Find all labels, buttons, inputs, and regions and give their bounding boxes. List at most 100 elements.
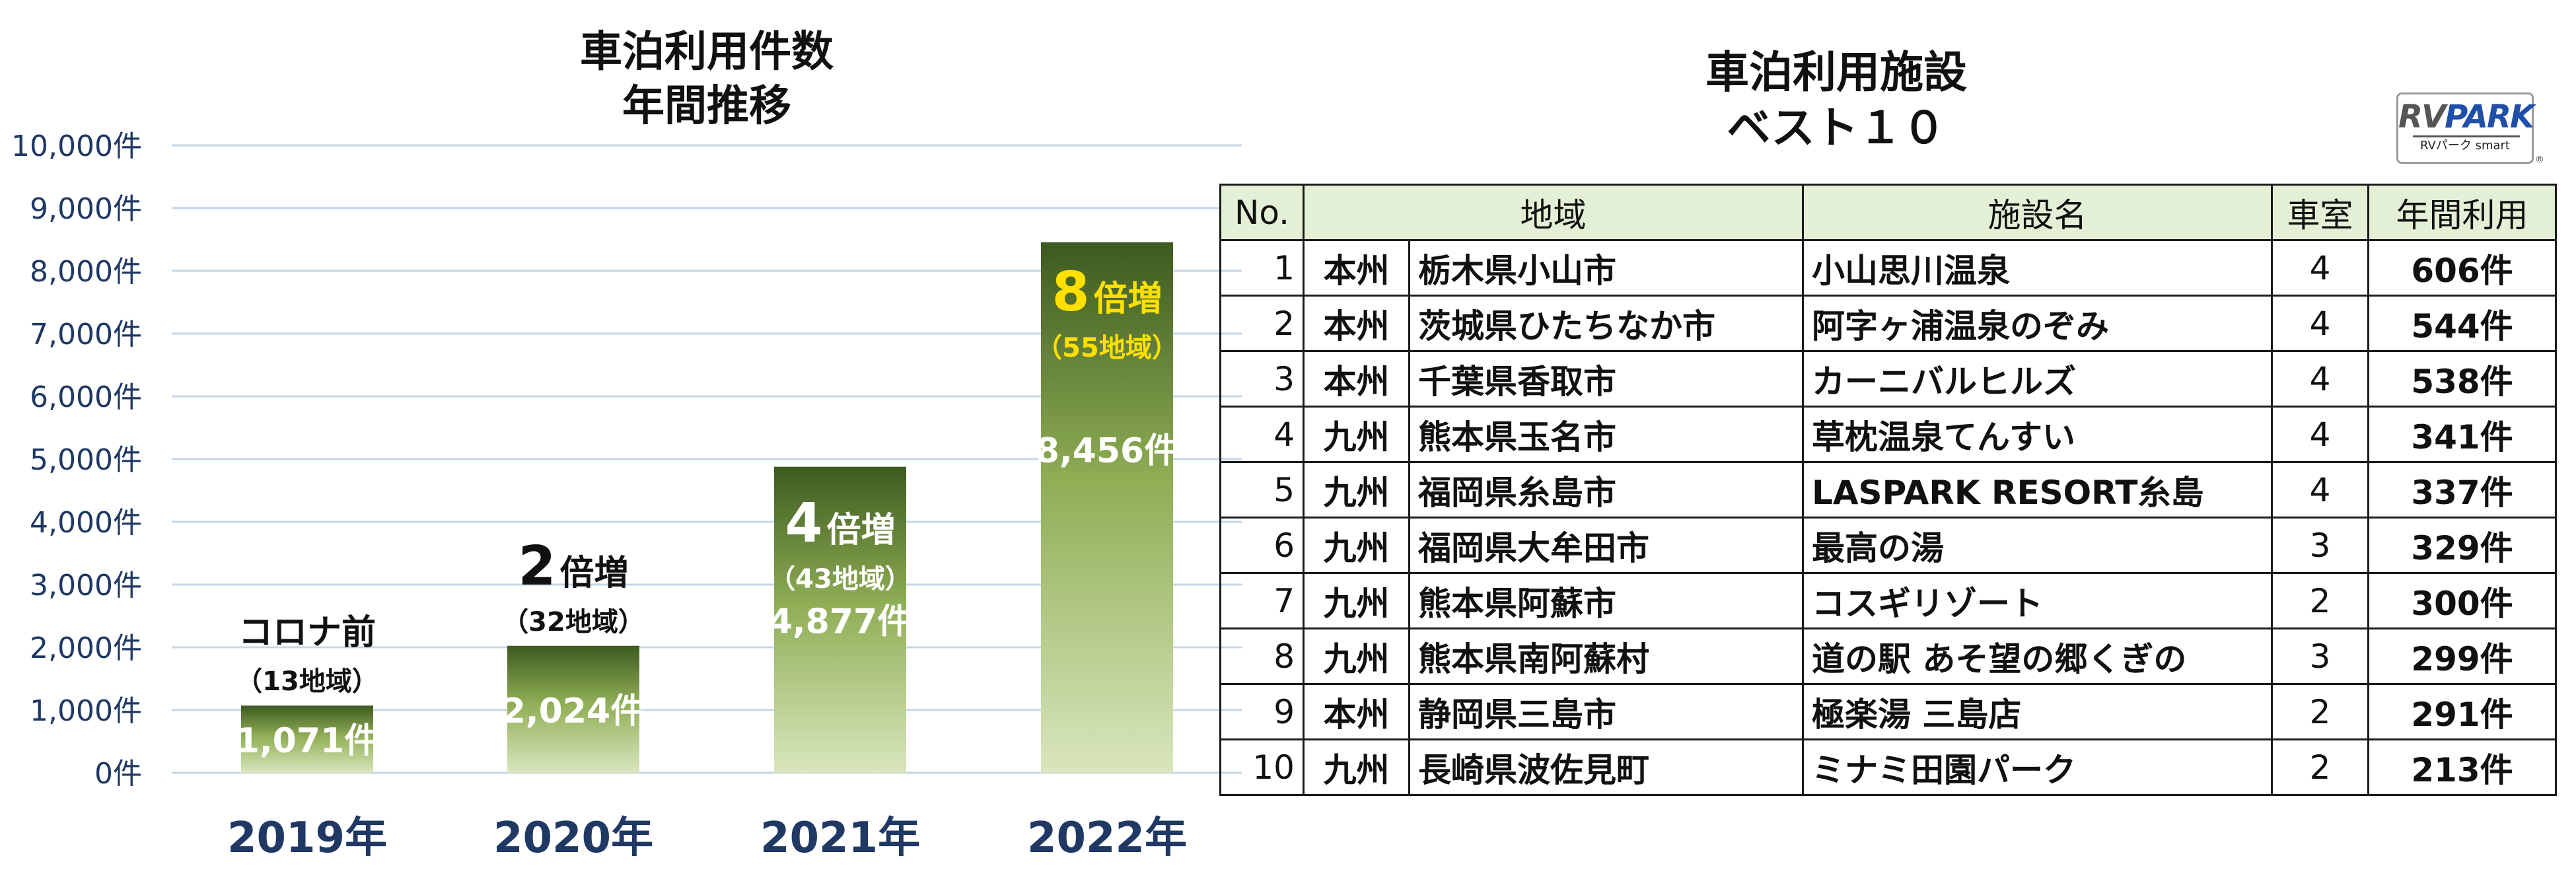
annotation-main: コロナ前 (238, 613, 376, 653)
row-city: 熊本県阿蘇市 (1408, 572, 1804, 629)
row-region: 九州 (1303, 517, 1410, 574)
data-label: 1,071件 (236, 721, 378, 761)
bar (241, 705, 373, 773)
annotation-main: 4 倍増 (785, 492, 895, 555)
row-city: 熊本県玉名市 (1408, 406, 1804, 463)
row-no: 6 (1219, 517, 1305, 574)
table-title-line-2: ベスト１０ (1727, 102, 1946, 153)
row-facility: 小山思川温泉 (1802, 239, 2273, 297)
y-tick-label: 6,000件 (30, 380, 142, 414)
row-facility: 道の駅 あそ望の郷くぎの (1802, 627, 2273, 685)
y-tick-label: 1,000件 (30, 694, 142, 728)
y-tick-label: 8,000件 (30, 255, 142, 289)
row-region: 本州 (1303, 295, 1410, 352)
row-rooms: 2 (2271, 738, 2369, 796)
table-header-row: No. 地域 施設名 車室 年間利用 (1219, 184, 2557, 241)
row-city: 福岡県大牟田市 (1408, 517, 1804, 574)
row-annual-use: 606件 (2367, 239, 2557, 297)
table-title-line-1: 車泊利用施設 (1705, 47, 1967, 98)
row-city: 福岡県糸島市 (1408, 461, 1804, 519)
y-tick-label: 0件 (94, 757, 142, 791)
x-tick-label: 2022年 (1027, 814, 1187, 863)
row-no: 4 (1219, 406, 1305, 463)
row-region: 本州 (1303, 350, 1410, 408)
bar (507, 645, 639, 773)
row-region: 九州 (1303, 572, 1410, 629)
row-no: 10 (1219, 738, 1305, 796)
y-tick-label: 7,000件 (30, 318, 142, 351)
row-rooms: 4 (2271, 406, 2369, 463)
row-annual-use: 341件 (2367, 406, 2557, 463)
row-no: 3 (1219, 350, 1305, 408)
row-rooms: 4 (2271, 295, 2369, 352)
chart-title-line-2: 年間推移 (622, 82, 791, 131)
row-city: 千葉県香取市 (1408, 350, 1804, 408)
row-annual-use: 538件 (2367, 350, 2557, 408)
table-row: 5 九州 福岡県糸島市 LASPARK RESORT糸島 4 337件 (1219, 461, 2557, 519)
y-tick-label: 5,000件 (30, 443, 142, 477)
table-row: 7 九州 熊本県阿蘇市 コスギリゾート 2 300件 (1219, 572, 2557, 629)
row-facility: コスギリゾート (1802, 572, 2273, 629)
row-annual-use: 337件 (2367, 461, 2557, 519)
row-region: 本州 (1303, 239, 1410, 297)
chart-title-line-1: 車泊利用件数 (580, 28, 834, 77)
row-city: 栃木県小山市 (1408, 239, 1804, 297)
row-region: 本州 (1303, 683, 1410, 740)
y-tick-label: 4,000件 (30, 506, 142, 540)
row-city: 熊本県南阿蘇村 (1408, 627, 1804, 685)
table-row: 10 九州 長崎県波佐見町 ミナミ田園パーク 2 213件 (1219, 738, 2557, 796)
chart-title: 車泊利用件数 年間推移 (370, 25, 1044, 133)
row-no: 7 (1219, 572, 1305, 629)
table-title: 車泊利用施設 ベスト１０ (1519, 45, 2153, 156)
annotation-main: 8 倍増 (1052, 261, 1162, 324)
row-rooms: 4 (2271, 350, 2369, 408)
table-row: 6 九州 福岡県大牟田市 最高の湯 3 329件 (1219, 517, 2557, 574)
row-rooms: 4 (2271, 239, 2369, 297)
y-tick-label: 10,000件 (11, 129, 142, 163)
logo-underline (2413, 135, 2520, 137)
row-no: 5 (1219, 461, 1305, 519)
logo-wordmark: RVPARK (2398, 98, 2534, 135)
table-row: 3 本州 千葉県香取市 カーニバルヒルズ 4 538件 (1219, 350, 2557, 408)
header-region: 地域 (1303, 184, 1804, 241)
bar (774, 466, 906, 773)
row-facility: 草枕温泉てんすい (1802, 406, 2273, 463)
logo-subtitle: RVパーク smart (2420, 139, 2510, 153)
row-facility: ミナミ田園パーク (1802, 738, 2273, 796)
row-annual-use: 544件 (2367, 295, 2557, 352)
rv-park-logo: RVPARK RVパーク smart (2396, 92, 2534, 164)
table-row: 1 本州 栃木県小山市 小山思川温泉 4 606件 (1219, 239, 2557, 297)
table-row: 2 本州 茨城県ひたちなか市 阿字ヶ浦温泉のぞみ 4 544件 (1219, 295, 2557, 352)
x-tick-label: 2021年 (760, 814, 920, 863)
row-facility: カーニバルヒルズ (1802, 350, 2273, 408)
row-city: 茨城県ひたちなか市 (1408, 295, 1804, 352)
row-annual-use: 213件 (2367, 738, 2557, 796)
best10-table: No. 地域 施設名 車室 年間利用 1 本州 栃木県小山市 小山思川温泉 4 606件 2… (1219, 184, 2557, 796)
row-rooms: 4 (2271, 461, 2369, 519)
data-label: 4,877件 (769, 602, 912, 641)
x-tick-label: 2019年 (227, 814, 387, 863)
annotation-sub: （55地域） (1036, 333, 1178, 363)
row-region: 九州 (1303, 627, 1410, 685)
row-rooms: 2 (2271, 683, 2369, 740)
y-tick-label: 3,000件 (30, 569, 142, 602)
header-rooms: 車室 (2271, 184, 2369, 241)
row-city: 長崎県波佐見町 (1408, 738, 1804, 796)
bar-chart: 0件 1,000件 2,000件 3,000件 4,000件 5,000件 6,000件 7,… (11, 129, 1242, 863)
row-rooms: 3 (2271, 627, 2369, 685)
header-facility: 施設名 (1802, 184, 2273, 241)
row-annual-use: 300件 (2367, 572, 2557, 629)
y-tick-label: 2,000件 (30, 631, 142, 665)
row-annual-use: 299件 (2367, 627, 2557, 685)
annotation-sub: （43地域） (769, 564, 912, 594)
annotation-sub: （32地域） (502, 607, 645, 637)
row-region: 九州 (1303, 406, 1410, 463)
table-row: 4 九州 熊本県玉名市 草枕温泉てんすい 4 341件 (1219, 406, 2557, 463)
row-annual-use: 291件 (2367, 683, 2557, 740)
row-facility: 極楽湯 三島店 (1802, 683, 2273, 740)
x-tick-label: 2020年 (493, 814, 653, 863)
row-facility: LASPARK RESORT糸島 (1802, 461, 2273, 519)
table-row: 8 九州 熊本県南阿蘇村 道の駅 あそ望の郷くぎの 3 299件 (1219, 627, 2557, 685)
row-facility: 最高の湯 (1802, 517, 2273, 574)
bar (1041, 242, 1173, 773)
